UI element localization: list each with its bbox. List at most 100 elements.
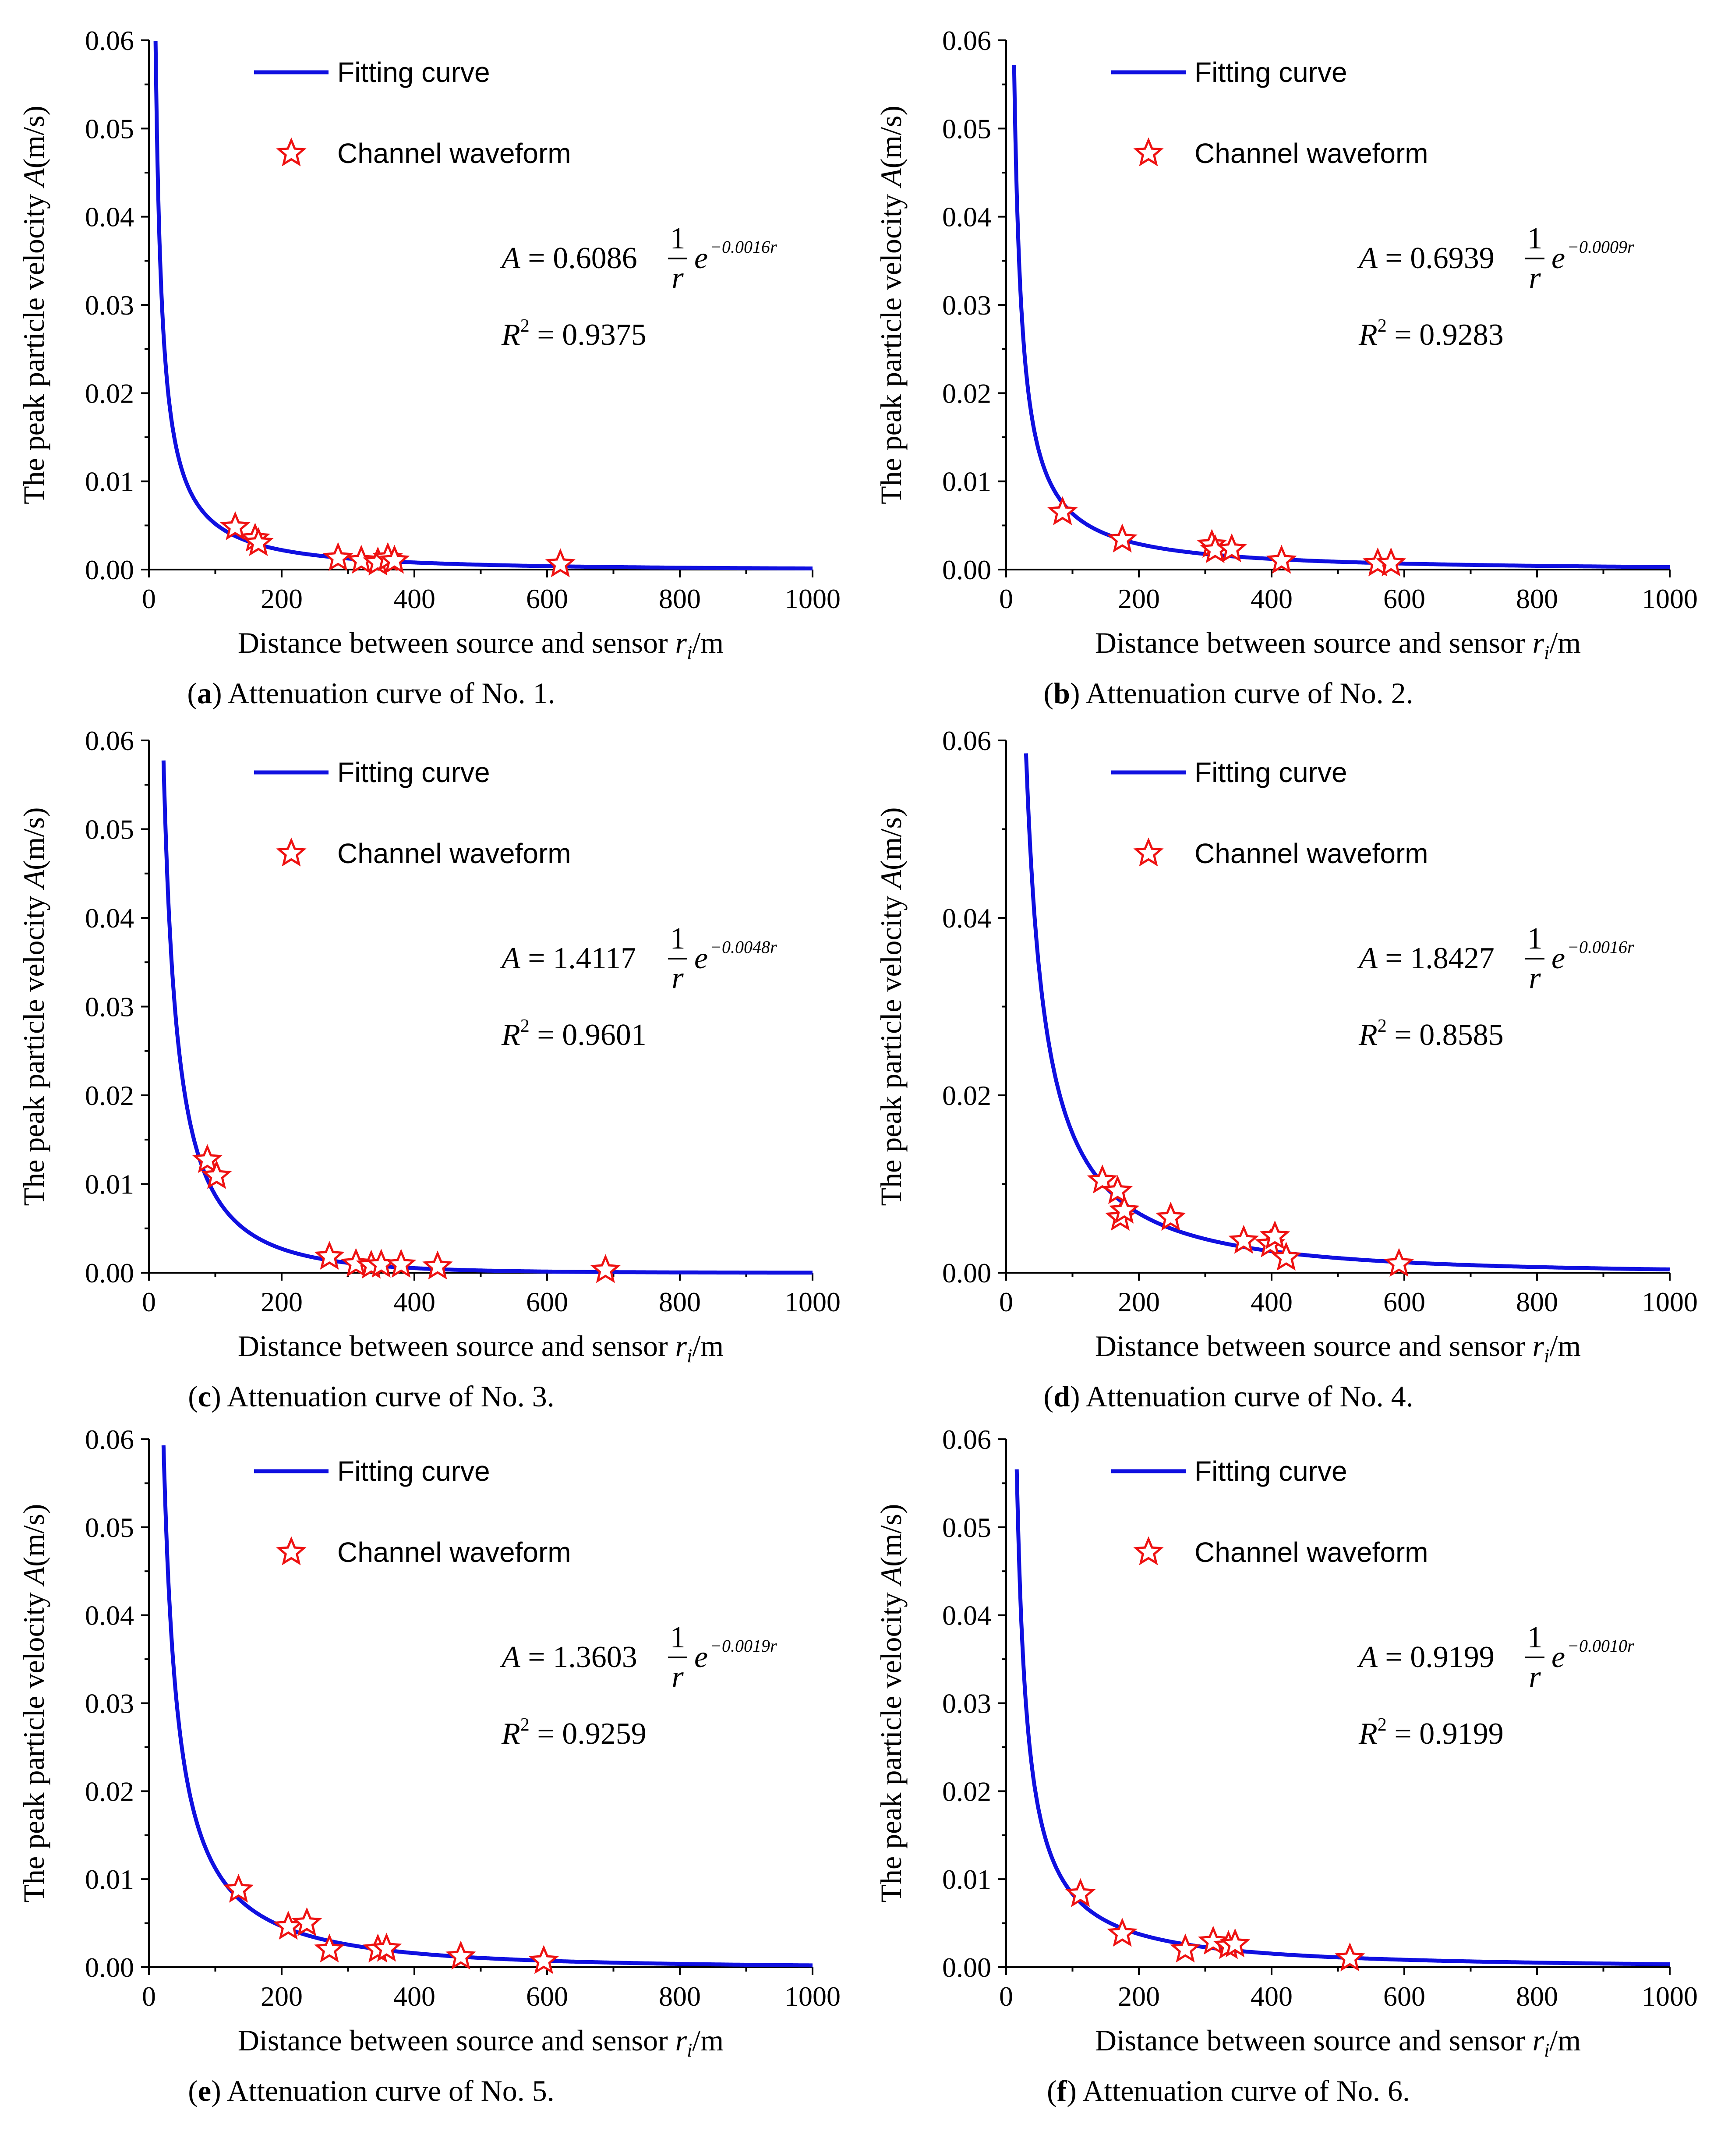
y-tick-label: 0.04 [85, 1600, 134, 1631]
equation-numerator: 1 [670, 222, 686, 255]
fitting-curve [161, 1445, 813, 1968]
y-axis-title: The peak particle velocity A(m/s) [874, 1504, 908, 1902]
x-tick-label: 200 [261, 1981, 303, 2012]
data-point-star [445, 1940, 476, 1970]
y-tick-label: 0.05 [85, 113, 134, 144]
data-point-star [1087, 1164, 1118, 1193]
panel-caption: (e) Attenuation curve of No. 5. [188, 2074, 555, 2107]
y-tick-label: 0.02 [85, 378, 134, 409]
r-squared: R2 = 0.8585 [1358, 1016, 1504, 1052]
data-point-star [291, 1907, 322, 1937]
equation-denominator: r [1529, 261, 1541, 295]
x-tick-label: 600 [526, 1981, 568, 2012]
legend-label-channel-waveform: Channel waveform [337, 1536, 571, 1568]
data-point-star [1271, 1242, 1302, 1271]
y-tick-label: 0.06 [942, 725, 991, 756]
x-axis-title: Distance between source and sensor ri/m [1095, 2024, 1581, 2061]
x-tick-label: 1000 [1642, 583, 1698, 614]
x-tick-label: 200 [1118, 1981, 1160, 2012]
x-tick-label: 0 [142, 1981, 156, 2012]
chart-panel-e: 0 200 400 600 800 1000 0.00 0.01 0.02 0.03 0.04 0.0… [17, 1424, 841, 2107]
equation-numerator: 1 [1527, 222, 1543, 255]
y-axis-title: The peak particle velocity A(m/s) [874, 807, 908, 1206]
x-tick-label: 0 [999, 1981, 1013, 2012]
x-axis-title: Distance between source and sensor ri/m [238, 626, 724, 663]
x-tick-label: 1000 [1642, 1981, 1698, 2012]
y-tick-label: 0.02 [85, 1080, 134, 1111]
equation-exp-base: e [1551, 942, 1565, 975]
y-tick-label: 0.06 [85, 725, 134, 756]
panel-caption: (b) Attenuation curve of No. 2. [1043, 676, 1413, 710]
r-squared: R2 = 0.9199 [1358, 1715, 1504, 1751]
x-tick-label: 800 [659, 583, 701, 614]
x-axis-title: Distance between source and sensor ri/m [1095, 1329, 1581, 1367]
y-tick-label: 0.03 [942, 1688, 991, 1719]
equation-denominator: r [1529, 961, 1541, 995]
data-point-star [422, 1250, 453, 1280]
y-tick-label: 0.00 [942, 1257, 991, 1289]
x-tick-label: 0 [142, 1286, 156, 1317]
legend-star-swatch [276, 1536, 307, 1565]
x-axis-title: Distance between source and sensor ri/m [1095, 626, 1581, 663]
equation-exponent: −0.0016r [1567, 937, 1634, 957]
data-point-star [243, 527, 274, 556]
x-tick-label: 800 [659, 1981, 701, 2012]
data-point-star [1107, 523, 1138, 553]
data-point-star [385, 1249, 417, 1278]
chart-panel-b: 0 200 400 600 800 1000 0.00 0.01 0.02 0.03 0.04 0.0… [874, 25, 1698, 710]
fitting-curve [161, 760, 813, 1275]
fit-equation: A = 1.3603 [500, 1640, 637, 1674]
x-tick-label: 0 [999, 583, 1013, 614]
chart-panel-c: 0 200 400 600 800 1000 0.00 0.01 0.02 0.03 0.04 0.0… [17, 725, 841, 1413]
legend-label-channel-waveform: Channel waveform [1194, 138, 1428, 169]
y-tick-label: 0.03 [942, 290, 991, 321]
equation-exp-base: e [694, 1640, 708, 1674]
fit-equation: A = 1.8427 [1357, 942, 1495, 975]
y-tick-label: 0.03 [85, 290, 134, 321]
fit-equation: A = 1.4117 [500, 942, 636, 975]
data-point-star [1065, 1878, 1096, 1907]
x-tick-label: 400 [393, 1286, 435, 1317]
data-point-star [1266, 545, 1297, 574]
x-tick-label: 600 [1383, 1286, 1425, 1317]
legend-label-channel-waveform: Channel waveform [1194, 838, 1428, 869]
x-tick-label: 600 [526, 583, 568, 614]
data-point-star [1376, 547, 1406, 577]
y-tick-label: 0.00 [85, 554, 134, 585]
y-tick-label: 0.04 [942, 1600, 991, 1631]
y-axis-title: The peak particle velocity A(m/s) [17, 1504, 50, 1902]
y-axis-title: The peak particle velocity A(m/s) [17, 106, 50, 504]
equation-denominator: r [671, 261, 684, 295]
y-axis-title: The peak particle velocity A(m/s) [17, 807, 50, 1206]
data-point-star [1216, 533, 1247, 563]
equation-exp-base: e [694, 241, 708, 275]
data-point-star [1107, 1918, 1138, 1947]
legend-star-swatch [1133, 137, 1164, 166]
x-tick-label: 200 [261, 1286, 303, 1317]
x-tick-label: 200 [1118, 583, 1160, 614]
equation-exponent: −0.0048r [710, 937, 777, 957]
x-tick-label: 600 [1383, 583, 1425, 614]
equation-denominator: r [671, 961, 684, 995]
panel-caption: (f) Attenuation curve of No. 6. [1047, 2074, 1410, 2107]
legend-star-swatch [1133, 1536, 1164, 1565]
legend-star-swatch [276, 837, 307, 867]
equation-exp-base: e [1551, 1640, 1565, 1674]
data-point-star [545, 548, 576, 577]
x-tick-label: 600 [1383, 1981, 1425, 2012]
data-point-star [1109, 1194, 1140, 1224]
fit-equation: A = 0.6939 [1357, 241, 1495, 275]
data-point-star [1384, 1248, 1414, 1277]
legend-label-fitting-curve: Fitting curve [337, 1455, 490, 1487]
data-point-star [346, 545, 377, 574]
data-point-star [1047, 496, 1078, 525]
y-tick-label: 0.05 [942, 1512, 991, 1543]
y-tick-label: 0.01 [942, 466, 991, 497]
equation-denominator: r [1529, 1660, 1541, 1694]
data-point-star [371, 1933, 402, 1962]
legend-label-fitting-curve: Fitting curve [1194, 57, 1347, 88]
x-tick-label: 1000 [784, 1286, 841, 1317]
x-tick-label: 800 [1516, 1981, 1558, 2012]
data-point-star [220, 511, 251, 540]
